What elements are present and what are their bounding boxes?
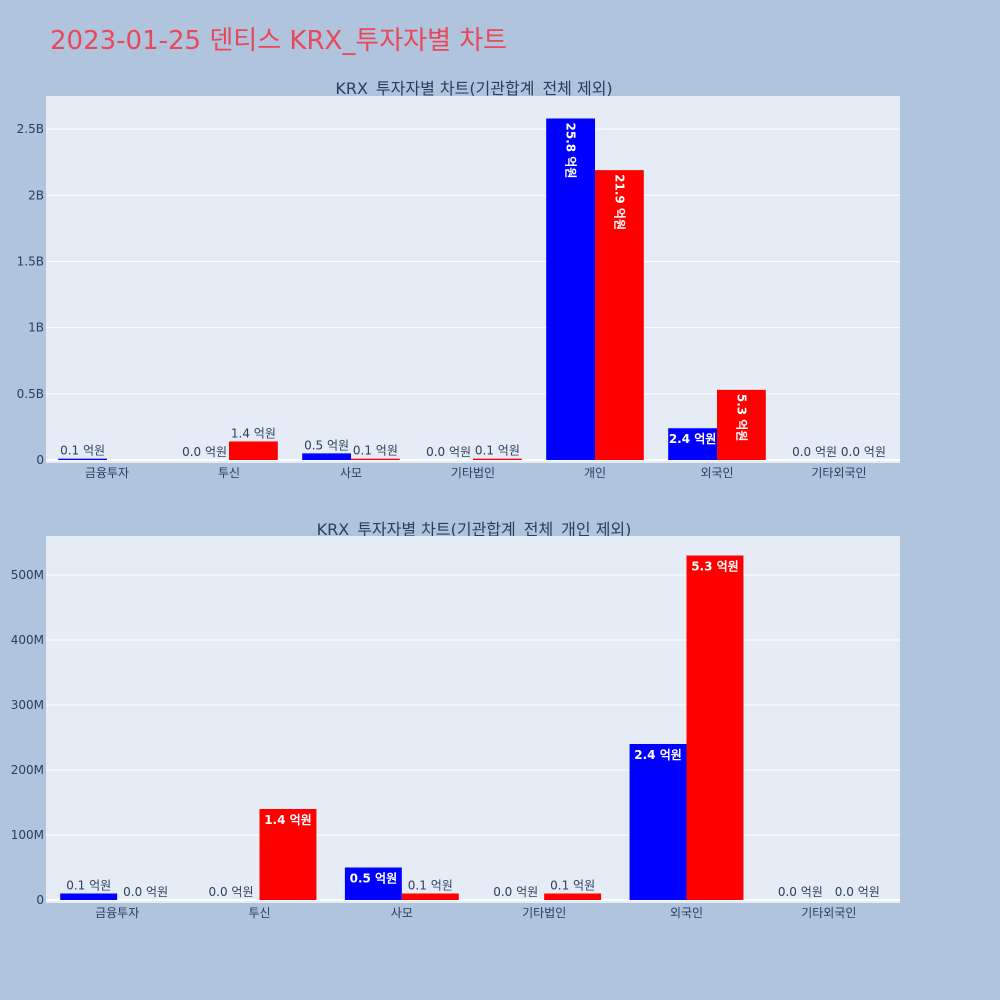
y-tick-label: 0 [36, 453, 44, 467]
data-label: 0.5 억원 [350, 872, 398, 886]
data-label: 2.4 억원 [634, 748, 682, 762]
bar [686, 555, 744, 900]
bar [344, 867, 402, 900]
x-tick-label: 외국인 [670, 906, 703, 920]
bar [302, 453, 351, 460]
data-label: 0.5 억원 [304, 438, 349, 452]
x-tick-label: 사모 [340, 466, 362, 480]
data-label: 0.0 억원 [835, 885, 880, 899]
data-label: 0.1 억원 [408, 879, 453, 893]
bar [595, 170, 644, 460]
y-tick-label: 200M [11, 763, 44, 777]
data-label: 25.8 억원 [564, 123, 578, 179]
bar [58, 458, 107, 460]
y-tick-label: 500M [11, 568, 44, 582]
data-label: 0.1 억원 [353, 444, 398, 458]
x-tick-label: 투신 [218, 466, 240, 480]
data-label: 2.4 억원 [669, 432, 717, 446]
data-label: 0.0 억원 [792, 445, 837, 459]
data-label: 0.0 억원 [778, 885, 823, 899]
y-tick-label: 1B [28, 321, 44, 335]
bar [401, 893, 459, 900]
chart-top: KRX_투자자별 차트(기관합계_전체 제외) 0 0.5B 1B 1.5B 2B 2.5… [17, 79, 900, 480]
x-tick-label: 투신 [248, 906, 270, 920]
x-tick-label: 기타외국인 [811, 466, 866, 480]
x-tick-label: 기타법인 [522, 906, 566, 920]
plot-area [46, 536, 900, 903]
page-title: 2023-01-25 덴티스 KRX_투자자별 차트 [50, 26, 507, 56]
data-label: 0.0 억원 [123, 885, 168, 899]
bar [351, 458, 400, 460]
x-tick-label: 외국인 [700, 466, 733, 480]
y-tick-label: 100M [11, 828, 44, 842]
data-label: 0.1 억원 [550, 879, 595, 893]
data-label: 0.0 억원 [426, 445, 471, 459]
chart-bottom-title: KRX_투자자별 차트(기관합계_전체_개인 제외) [317, 520, 632, 540]
x-tick-label: 개인 [584, 466, 606, 480]
data-label: 0.0 억원 [841, 445, 886, 459]
bar [546, 118, 595, 460]
chart-top-title: KRX_투자자별 차트(기관합계_전체 제외) [335, 79, 612, 99]
data-label: 0.0 억원 [209, 885, 254, 899]
y-tick-label: 2B [28, 188, 44, 202]
data-label: 5.3 억원 [691, 560, 739, 574]
data-label: 0.1 억원 [66, 879, 111, 893]
data-label: 1.4 억원 [264, 813, 312, 827]
data-label: 0.1 억원 [475, 444, 520, 458]
x-tick-label: 기타외국인 [801, 906, 856, 920]
bar [629, 744, 687, 900]
data-label: 0.1 억원 [60, 444, 105, 458]
y-tick-label: 0.5B [17, 387, 44, 401]
y-tick-label: 1.5B [17, 254, 44, 268]
x-tick-label: 금융투자 [85, 466, 129, 480]
data-label: 21.9 억원 [612, 174, 626, 230]
data-label: 5.3 억원 [734, 394, 748, 442]
y-tick-label: 2.5B [17, 122, 44, 136]
bar [229, 441, 278, 460]
plot-area [46, 96, 900, 463]
y-tick-label: 0 [36, 893, 44, 907]
y-tick-label: 300M [11, 698, 44, 712]
bar [473, 458, 522, 460]
x-tick-label: 금융투자 [95, 906, 139, 920]
bar [668, 428, 717, 460]
data-label: 1.4 억원 [231, 426, 276, 440]
bar [259, 809, 317, 900]
data-label: 0.0 억원 [493, 885, 538, 899]
bar [717, 389, 766, 460]
data-label: 0.0 억원 [182, 445, 227, 459]
chart-bottom: KRX_투자자별 차트(기관합계_전체_개인 제외) 0 100M 200M 300M… [11, 520, 900, 920]
y-tick-label: 400M [11, 633, 44, 647]
x-tick-label: 기타법인 [451, 466, 495, 480]
x-tick-label: 사모 [391, 906, 413, 920]
bar [60, 893, 118, 900]
bar [544, 893, 602, 900]
